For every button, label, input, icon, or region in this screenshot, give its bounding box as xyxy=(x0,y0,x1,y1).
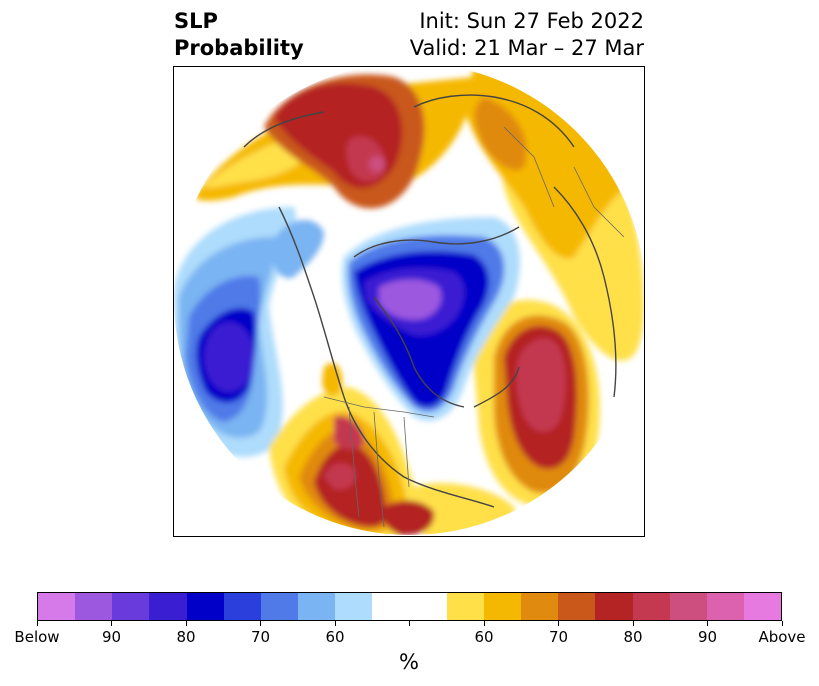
colorbar-tick-label: Below xyxy=(14,628,60,646)
colorbar-segment xyxy=(149,593,187,620)
colorbar-segment xyxy=(446,593,484,620)
valid-range: Valid: 21 Mar – 27 Mar xyxy=(409,36,644,60)
colorbar-segment xyxy=(595,593,633,620)
colorbar-tick xyxy=(632,621,634,626)
colorbar-tick-label: 80 xyxy=(623,628,643,646)
colorbar-tick-label: 60 xyxy=(325,628,345,646)
colorbar-tick xyxy=(185,621,187,626)
map-canvas xyxy=(174,67,644,535)
colorbar-segment xyxy=(483,593,522,620)
colorbar-segment xyxy=(260,593,299,620)
colorbar-segment xyxy=(38,593,76,620)
colorbar-tick xyxy=(483,621,485,626)
colorbar-segment xyxy=(706,593,744,620)
colorbar-segment xyxy=(409,593,447,620)
colorbar-unit: % xyxy=(399,650,419,674)
coastlines xyxy=(243,94,617,508)
colorbar-tick xyxy=(707,621,708,626)
colorbar-tick-label: 70 xyxy=(250,628,271,646)
colorbar-segment xyxy=(298,593,336,620)
borders xyxy=(323,126,625,528)
colorbar-segment xyxy=(632,593,670,620)
colorbar-segment xyxy=(75,593,113,620)
colorbar-tick xyxy=(260,621,261,626)
colorbar-segment xyxy=(112,593,150,620)
colorbar-tick-label: 90 xyxy=(101,628,122,646)
title-right: Init: Sun 27 Feb 2022 Valid: 21 Mar – 27… xyxy=(410,8,644,62)
colorbar-tick-label: 60 xyxy=(474,628,494,646)
colorbar-segment xyxy=(223,593,261,620)
init-date: Init: Sun 27 Feb 2022 xyxy=(419,9,644,33)
colorbar-tick-label: 90 xyxy=(697,628,718,646)
colorbar-segment xyxy=(521,593,559,620)
colorbar-tick-label: 80 xyxy=(176,628,196,646)
colorbar-segment xyxy=(186,593,224,620)
probability-field xyxy=(174,67,644,535)
colorbar-segment xyxy=(743,593,782,620)
colorbar-tick xyxy=(558,621,559,626)
colorbar xyxy=(37,592,782,621)
colorbar-tick xyxy=(409,621,410,626)
colorbar-segment xyxy=(372,593,410,620)
title-variable: SLP xyxy=(174,9,218,33)
colorbar-tick xyxy=(111,621,112,626)
colorbar-tick-label: 70 xyxy=(548,628,569,646)
colorbar-tick xyxy=(334,621,336,626)
colorbar-tick-label: Above xyxy=(758,628,806,646)
colorbar-tick xyxy=(781,621,783,626)
colorbar-tick xyxy=(36,621,38,626)
colorbar-segment xyxy=(335,593,373,620)
colorbar-segment xyxy=(558,593,596,620)
title-type: Probability xyxy=(174,36,304,60)
probability-map xyxy=(173,66,645,537)
title-left: SLP Probability xyxy=(174,8,304,62)
colorbar-segment xyxy=(669,593,707,620)
